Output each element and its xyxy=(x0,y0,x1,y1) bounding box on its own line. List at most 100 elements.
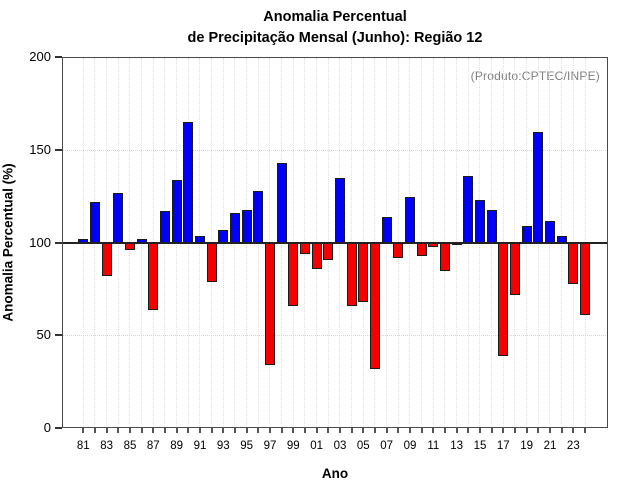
bar-04 xyxy=(346,242,357,306)
x-tick-label: 99 xyxy=(286,440,300,452)
x-tick-label: 05 xyxy=(356,440,370,452)
bar-08 xyxy=(393,242,404,258)
y-tick-label: 200 xyxy=(29,49,51,64)
x-tick xyxy=(245,428,248,433)
y-tick xyxy=(55,427,62,429)
y-axis-label: Anomalia Percentual (%) xyxy=(0,163,16,322)
bar-16 xyxy=(486,209,497,243)
x-tick-label: 21 xyxy=(543,440,557,452)
bar-10 xyxy=(416,242,427,256)
x-tick xyxy=(560,428,563,433)
x-tick xyxy=(397,428,400,433)
x-tick xyxy=(257,428,260,433)
x-tick-label: 87 xyxy=(146,440,160,452)
bar-02 xyxy=(323,242,334,260)
x-tick-label: 93 xyxy=(216,440,230,452)
x-tick xyxy=(105,428,108,433)
x-tick xyxy=(303,428,306,433)
x-tick-label: 17 xyxy=(496,440,510,452)
x-tick-label: 23 xyxy=(566,440,580,452)
x-tick xyxy=(222,428,225,433)
x-tick-label: 85 xyxy=(123,440,137,452)
x-tick xyxy=(455,428,458,433)
bar-12 xyxy=(439,242,450,271)
x-tick-label: 09 xyxy=(403,440,417,452)
x-tick-label: 81 xyxy=(76,440,90,452)
bar-24 xyxy=(580,242,590,315)
y-tick-label: 50 xyxy=(36,327,51,343)
x-tick xyxy=(128,428,131,433)
x-tick xyxy=(432,428,435,433)
x-tick-label: 07 xyxy=(380,440,394,452)
x-axis-label: Ano xyxy=(321,466,349,481)
bar-82 xyxy=(89,201,100,243)
y-tick xyxy=(55,334,62,337)
x-tick xyxy=(140,428,143,433)
x-tick xyxy=(292,428,295,433)
x-tick xyxy=(537,428,540,433)
x-tick xyxy=(490,428,493,433)
x-tick-label: 11 xyxy=(427,440,440,452)
bar-05 xyxy=(358,242,369,302)
bar-99 xyxy=(288,242,299,306)
bar-84 xyxy=(113,192,124,243)
x-tick xyxy=(327,428,330,433)
bar-15 xyxy=(474,199,485,243)
bar-94 xyxy=(229,212,240,243)
x-tick xyxy=(315,428,318,433)
x-tick xyxy=(525,428,528,433)
bar-17 xyxy=(498,242,509,356)
bar-14 xyxy=(463,175,474,243)
bar-23 xyxy=(568,242,579,284)
x-tick-label: 91 xyxy=(193,440,207,452)
bar-21 xyxy=(544,220,555,243)
x-tick-label: 19 xyxy=(520,440,534,452)
x-tick xyxy=(117,428,120,433)
x-tick xyxy=(373,428,376,433)
bar-03 xyxy=(334,177,345,243)
x-tick xyxy=(502,428,505,433)
x-tick xyxy=(233,428,236,433)
x-tick xyxy=(350,428,353,433)
x-tick xyxy=(443,428,446,433)
bar-97 xyxy=(264,242,275,365)
bar-96 xyxy=(253,190,264,243)
x-tick xyxy=(513,428,516,433)
x-tick xyxy=(198,428,201,433)
bar-19 xyxy=(521,225,532,243)
x-tick-label: 01 xyxy=(310,440,324,452)
x-tick xyxy=(93,428,96,433)
x-tick xyxy=(175,428,178,433)
bar-09 xyxy=(404,196,415,243)
bar-83 xyxy=(101,242,112,276)
bar-20 xyxy=(533,131,544,243)
x-tick-label: 89 xyxy=(170,440,184,452)
x-tick xyxy=(163,428,166,433)
x-tick xyxy=(82,428,85,433)
grid-line-horizontal xyxy=(63,335,606,337)
x-tick-label: 03 xyxy=(333,440,347,452)
y-tick-label: 150 xyxy=(29,141,51,157)
bar-00 xyxy=(299,242,310,254)
bar-01 xyxy=(311,242,322,269)
x-tick xyxy=(548,428,551,433)
y-tick xyxy=(55,56,62,58)
chart-title: Anomalia Percentual de Precipitação Mens… xyxy=(62,7,608,49)
bar-95 xyxy=(241,209,252,243)
baseline xyxy=(63,241,607,244)
x-tick xyxy=(268,428,271,433)
x-tick xyxy=(408,428,411,433)
x-tick xyxy=(152,428,155,433)
chart-title-line1: Anomalia Percentual xyxy=(263,9,407,25)
x-tick-label: 83 xyxy=(100,440,114,452)
x-tick xyxy=(420,428,423,433)
x-tick xyxy=(280,428,283,433)
bar-85 xyxy=(124,242,135,250)
x-tick xyxy=(187,428,190,433)
chart-title-line2: de Precipitação Mensal (Junho): Região 1… xyxy=(187,30,483,47)
x-tick xyxy=(385,428,388,433)
grid-line-horizontal xyxy=(63,149,606,151)
product-annotation: (Produto:CPTEC/INPE) xyxy=(470,69,600,83)
bar-07 xyxy=(381,216,392,243)
